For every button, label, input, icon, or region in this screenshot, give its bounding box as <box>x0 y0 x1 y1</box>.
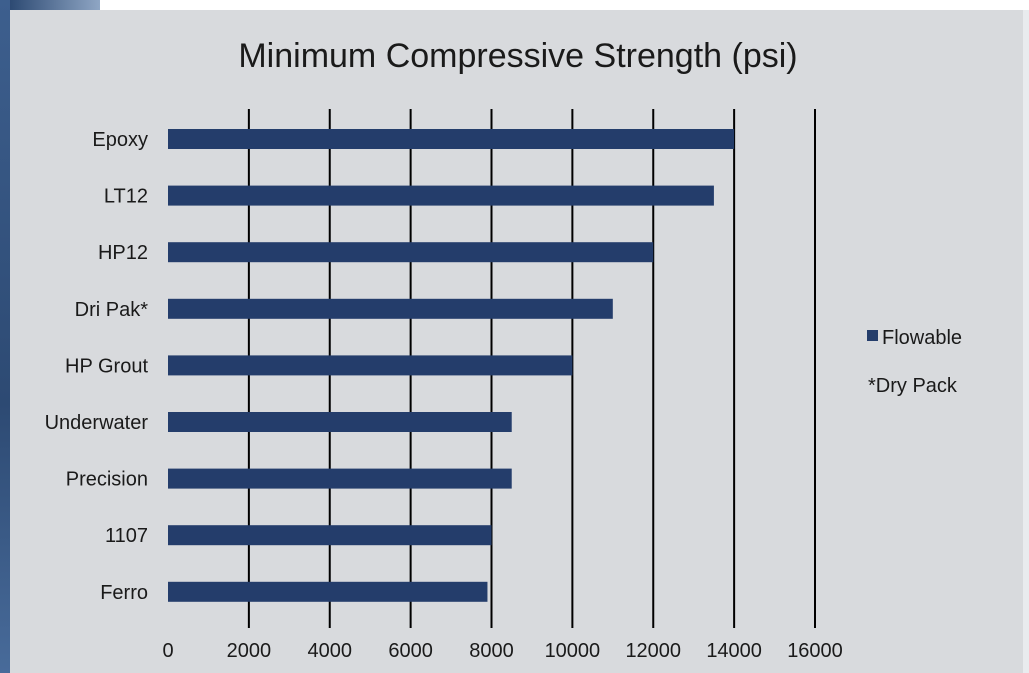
top-strip <box>10 0 1029 10</box>
legend-label-flowable: Flowable <box>882 327 962 349</box>
category-label: Underwater <box>45 412 149 434</box>
legend-swatch-flowable <box>867 330 878 341</box>
x-tick-label: 12000 <box>625 640 681 662</box>
bar-dri-pak <box>168 298 613 319</box>
bar-underwater <box>168 412 512 432</box>
category-label: Epoxy <box>92 129 148 151</box>
category-label: LT12 <box>104 186 148 208</box>
category-label: Dri Pak* <box>75 299 149 321</box>
bar-precision <box>168 468 512 489</box>
category-label: Precision <box>66 469 148 491</box>
x-tick-label: 16000 <box>787 640 843 662</box>
bar-chart: Minimum Compressive Strength (psi) Epoxy… <box>45 37 962 662</box>
bar-epoxy <box>168 129 735 149</box>
top-strip-accent <box>10 0 100 10</box>
x-tick-label: 4000 <box>308 640 353 662</box>
x-tick-label: 14000 <box>706 640 762 662</box>
bar-1107 <box>168 525 492 546</box>
category-label: 1107 <box>105 525 148 547</box>
x-tick-label: 2000 <box>227 640 272 662</box>
bar-ferro <box>168 581 488 602</box>
x-tick-labels: 0 2000 4000 6000 8000 10000 12000 14000 16000 <box>162 640 842 662</box>
category-label: Ferro <box>100 582 148 604</box>
x-tick-label: 6000 <box>388 640 433 662</box>
bar-hp12 <box>168 242 654 263</box>
legend: Flowable *Dry Pack <box>867 327 962 397</box>
legend-note-dry-pack: *Dry Pack <box>868 375 958 397</box>
left-accent-stripe <box>0 0 10 673</box>
x-tick-label: 0 <box>162 640 173 662</box>
category-label: HP12 <box>98 242 148 264</box>
bar-lt12 <box>168 185 714 206</box>
bars <box>168 129 735 602</box>
x-tick-label: 10000 <box>545 640 601 662</box>
category-labels: Epoxy LT12 HP12 Dri Pak* HP Grout Underwater P… <box>45 129 149 604</box>
bar-hp-grout <box>168 355 573 376</box>
chart-panel: Minimum Compressive Strength (psi) Epoxy… <box>10 10 1023 673</box>
category-label: HP Grout <box>65 355 148 377</box>
x-tick-label: 8000 <box>469 640 514 662</box>
chart-title: Minimum Compressive Strength (psi) <box>238 37 797 75</box>
